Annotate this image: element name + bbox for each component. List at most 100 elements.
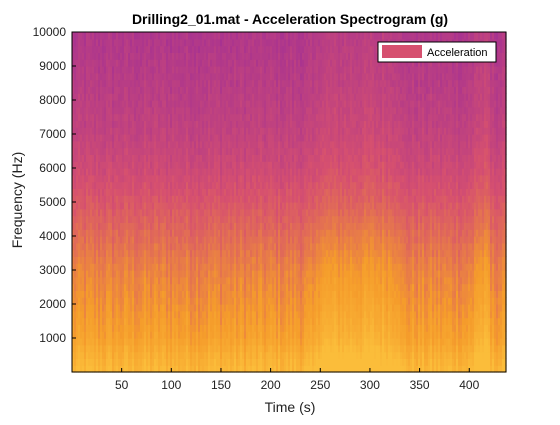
spectrogram-cell	[216, 263, 219, 271]
spectrogram-cell	[186, 331, 189, 339]
spectrogram-cell	[108, 351, 111, 359]
spectrogram-cell	[204, 202, 207, 210]
spectrogram-cell	[72, 134, 75, 142]
spectrogram-cell	[168, 127, 171, 135]
spectrogram-cell	[228, 120, 231, 128]
spectrogram-cell	[248, 317, 251, 325]
spectrogram-cell	[118, 45, 121, 53]
spectrogram-cell	[142, 331, 145, 339]
spectrogram-cell	[104, 215, 107, 223]
spectrogram-cell	[120, 338, 123, 346]
spectrogram-cell	[80, 338, 83, 346]
spectrogram-cell	[158, 304, 161, 312]
spectrogram-cell	[88, 66, 91, 74]
spectrogram-cell	[182, 208, 185, 217]
spectrogram-cell	[168, 229, 171, 237]
spectrogram-cell	[188, 365, 191, 373]
spectrogram-cell	[214, 338, 217, 346]
spectrogram-cell	[154, 358, 157, 366]
spectrogram-cell	[128, 66, 131, 74]
spectrogram-cell	[112, 100, 115, 108]
spectrogram-cell	[212, 276, 215, 285]
spectrogram-cell	[124, 365, 127, 373]
spectrogram-cell	[168, 120, 171, 128]
spectrogram-cell	[104, 304, 107, 312]
spectrogram-cell	[252, 324, 255, 332]
spectrogram-cell	[172, 338, 175, 346]
spectrogram-cell	[72, 38, 75, 47]
spectrogram-cell	[236, 134, 239, 142]
spectrogram-cell	[252, 263, 255, 271]
spectrogram-cell	[166, 154, 169, 162]
spectrogram-cell	[214, 263, 217, 271]
spectrogram-cell	[150, 100, 153, 108]
spectrogram-cell	[120, 181, 123, 189]
spectrogram-cell	[200, 263, 203, 271]
spectrogram-cell	[94, 66, 97, 74]
spectrogram-cell	[212, 317, 215, 325]
spectrogram-cell	[166, 338, 169, 346]
spectrogram-cell	[164, 270, 167, 278]
spectrogram-cell	[204, 331, 207, 339]
spectrogram-cell	[92, 154, 95, 162]
spectrogram-cell	[174, 344, 177, 353]
spectrogram-cell	[216, 106, 219, 115]
spectrogram-cell	[82, 344, 85, 353]
spectrogram-cell	[118, 358, 121, 366]
spectrogram-cell	[212, 32, 215, 40]
spectrogram-cell	[162, 195, 165, 203]
spectrogram-cell	[236, 338, 239, 346]
spectrogram-cell	[236, 290, 239, 298]
spectrogram-cell	[244, 256, 247, 264]
spectrogram-cell	[120, 351, 123, 359]
spectrogram-cell	[142, 52, 145, 60]
spectrogram-cell	[168, 283, 171, 291]
spectrogram-cell	[96, 283, 99, 291]
spectrogram-cell	[138, 202, 141, 210]
spectrogram-cell	[190, 215, 193, 223]
spectrogram-cell	[242, 229, 245, 237]
spectrogram-cell	[198, 140, 201, 149]
spectrogram-cell	[154, 324, 157, 332]
spectrogram-cell	[76, 120, 79, 128]
spectrogram-cell	[138, 249, 141, 257]
spectrogram-cell	[188, 161, 191, 169]
spectrogram-cell	[174, 106, 177, 115]
spectrogram-cell	[206, 147, 209, 155]
spectrogram-cell	[140, 256, 143, 264]
spectrogram-cell	[220, 140, 223, 149]
spectrogram-cell	[176, 106, 179, 115]
spectrogram-cell	[250, 290, 253, 298]
spectrogram-cell	[222, 351, 225, 359]
spectrogram-cell	[108, 106, 111, 115]
spectrogram-cell	[180, 168, 183, 176]
spectrogram-cell	[140, 174, 143, 183]
spectrogram-cell	[224, 324, 227, 332]
spectrogram-cell	[152, 32, 155, 40]
spectrogram-cell	[78, 263, 81, 271]
spectrogram-cell	[252, 127, 255, 135]
spectrogram-cell	[138, 168, 141, 176]
spectrogram-cell	[258, 154, 261, 162]
spectrogram-cell	[190, 338, 193, 346]
spectrogram-cell	[122, 100, 125, 108]
spectrogram-cell	[256, 127, 259, 135]
spectrogram-cell	[130, 229, 133, 237]
spectrogram-cell	[150, 120, 153, 128]
spectrogram-cell	[238, 154, 241, 162]
spectrogram-cell	[138, 154, 141, 162]
spectrogram-cell	[160, 174, 163, 183]
spectrogram-cell	[112, 270, 115, 278]
spectrogram-cell	[140, 222, 143, 230]
spectrogram-cell	[118, 236, 121, 244]
spectrogram-cell	[190, 229, 193, 237]
spectrogram-cell	[222, 249, 225, 257]
spectrogram-cell	[234, 127, 237, 135]
spectrogram-cell	[176, 344, 179, 353]
spectrogram-cell	[230, 127, 233, 135]
spectrogram-cell	[144, 140, 147, 149]
spectrogram-cell	[198, 242, 201, 251]
spectrogram-cell	[192, 174, 195, 183]
spectrogram-cell	[78, 351, 81, 359]
spectrogram-cell	[188, 59, 191, 67]
